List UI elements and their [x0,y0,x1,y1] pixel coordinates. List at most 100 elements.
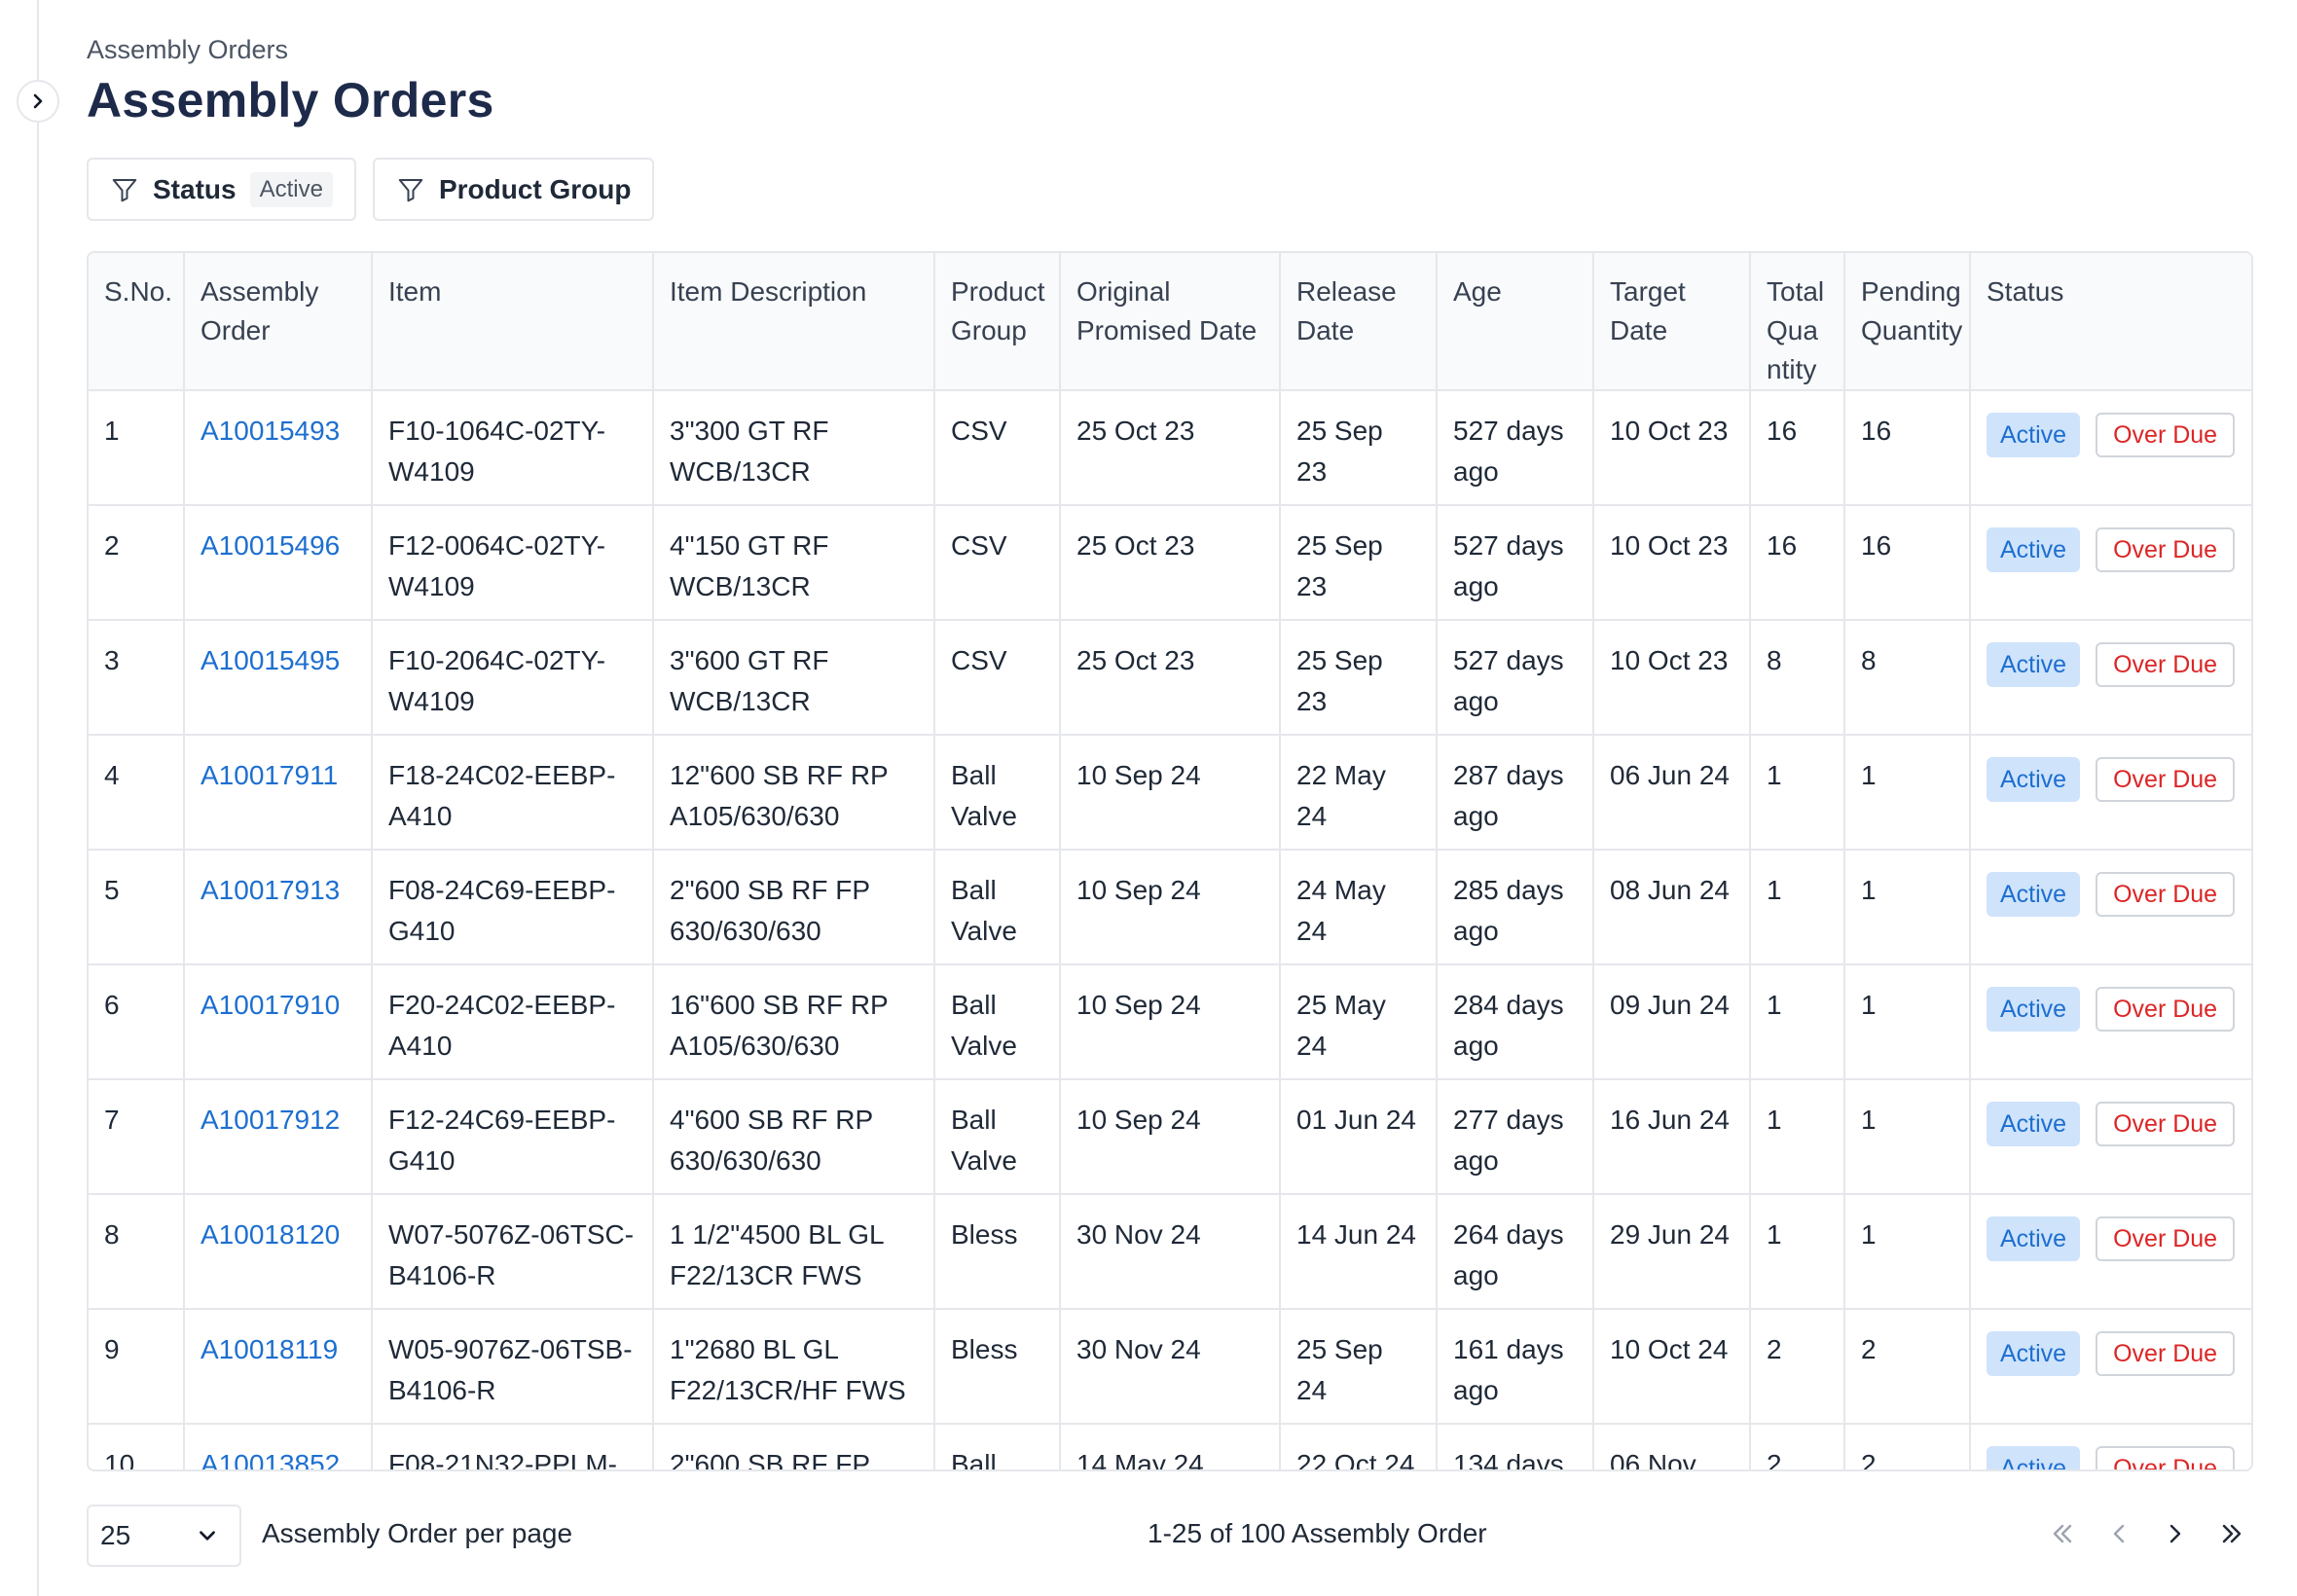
table-cell: 287 days ago [1437,735,1594,851]
age-cell: 285 days ago [1453,875,1564,946]
table-row[interactable]: 6 A10017910 F20-24C02-EEBP-A410 16"600 SB R… [89,964,2251,1080]
table-cell: 16 [1844,390,1971,506]
assembly-order-link[interactable]: A10017910 [201,990,341,1020]
table-cell: 06 Nov 24 [1593,1424,1751,1469]
column-header[interactable]: Assembly Order [184,253,373,391]
table-row[interactable]: 4 A10017911 F18-24C02-EEBP-A410 12"600 SB R… [89,735,2251,851]
table-cell: 12"600 SB RF RP A105/630/630 [653,735,935,851]
table-cell: 10 Oct 23 [1593,390,1751,506]
column-header[interactable]: Total Quantity [1750,253,1845,391]
table-cell: 16 [1750,390,1845,506]
age-cell: 264 days ago [1453,1219,1564,1290]
table-cell: 3"600 GT RF WCB/13CR [653,620,935,736]
original-promised-date-cell: 10 Sep 24 [1076,1105,1201,1135]
column-header[interactable]: Product Group [934,253,1061,391]
column-header[interactable]: Item Description [653,253,935,391]
table-row[interactable]: 2 A10015496 F12-0064C-02TY-W4109 4"150 GT R… [89,505,2251,621]
assembly-order-link[interactable]: A10015493 [201,416,341,446]
table-row[interactable]: 1 A10015493 F10-1064C-02TY-W4109 3"300 GT R… [89,390,2251,506]
column-header[interactable]: Item [372,253,654,391]
column-header[interactable]: Original Promised Date [1060,253,1281,391]
chevron-right-icon [33,93,43,109]
table-cell: Ball Valve [934,735,1061,851]
breadcrumb[interactable]: Assembly Orders [87,35,289,64]
status-cell: Active Over Due [1970,964,2251,1080]
table-row[interactable]: 5 A10017913 F08-24C69-EEBP-G410 2"600 SB RF… [89,850,2251,965]
target-date-cell: 09 Jun 24 [1610,990,1730,1020]
item-code-cell: F08-21N32-PPLM-W410 [388,1449,617,1471]
column-header[interactable]: S.No. [89,253,185,391]
assembly-order-link[interactable]: A10017913 [201,875,341,905]
table-row[interactable]: 9 A10018119 W05-9076Z-06TSB-B4106-R 1"2680 … [89,1309,2251,1425]
prev-page-button[interactable] [2097,1512,2140,1555]
assembly-order-link[interactable]: A10018120 [201,1219,341,1250]
item-code-cell: F18-24C02-EEBP-A410 [388,760,616,831]
target-date-cell: 10 Oct 23 [1610,416,1729,446]
table-cell: 16 Jun 24 [1593,1079,1751,1195]
table-row[interactable]: 8 A10018120 W07-5076Z-06TSC-B4106-R 1 1/2"4… [89,1194,2251,1310]
table-cell: 25 Oct 23 [1060,505,1281,621]
pending-quantity-cell: 2 [1861,1449,1877,1471]
next-page-button[interactable] [2154,1512,2197,1555]
table-row[interactable]: 3 A10015495 F10-2064C-02TY-W4109 3"600 GT R… [89,620,2251,736]
item-description-cell: 1 1/2"4500 BL GL F22/13CR FWS [670,1219,884,1290]
pending-quantity-cell: 16 [1861,416,1892,446]
column-header[interactable]: Age [1437,253,1594,391]
table-cell: 7 [89,1079,185,1195]
pending-quantity-cell: 16 [1861,530,1892,561]
assembly-orders-table[interactable]: S.No. Assembly Order Item Item Descripti… [87,251,2253,1471]
table-cell: CSV [934,390,1061,506]
table-cell: 30 Nov 24 [1060,1309,1281,1425]
release-date-cell: 24 May 24 [1296,875,1386,946]
table-cell: 527 days ago [1437,620,1594,736]
table-cell: 25 Sep 24 [1280,1309,1438,1425]
table-row[interactable]: 7 A10017912 F12-24C69-EEBP-G410 4"600 SB RF… [89,1079,2251,1195]
assembly-order-link[interactable]: A10013852 [201,1449,341,1471]
table-cell: 2 [1750,1424,1845,1469]
assembly-order-link[interactable]: A10015496 [201,530,341,561]
item-description-cell: 16"600 SB RF RP A105/630/630 [670,990,889,1061]
column-header[interactable]: Pending Quantity [1844,253,1971,391]
overdue-badge: Over Due [2096,1446,2236,1469]
table-cell: 2 [1844,1309,1971,1425]
table-row[interactable]: 10 A10013852 F08-21N32-PPLM-W410 2"600 SB R… [89,1424,2251,1471]
per-page-select[interactable]: 25 [87,1505,241,1567]
assembly-order-link[interactable]: A10017912 [201,1105,341,1135]
status-badges: Active Over Due [1987,1444,2236,1469]
table-cell: 3 [89,620,185,736]
table-cell: 10 Sep 24 [1060,735,1281,851]
sidebar-toggle-button[interactable] [17,80,59,123]
pending-quantity-cell: 1 [1861,875,1877,905]
item-description-cell: 2"600 SB RF FP 630/630/630 [670,875,870,946]
column-header[interactable]: Status [1970,253,2251,391]
target-date-cell: 08 Jun 24 [1610,875,1730,905]
column-header[interactable]: Target Date [1593,253,1751,391]
next-page-icon [2169,1524,2181,1543]
target-date-cell: 10 Oct 24 [1610,1334,1729,1364]
table-cell: F10-2064C-02TY-W4109 [372,620,654,736]
table-cell: 16 [1750,505,1845,621]
assembly-order-link[interactable]: A10017911 [201,760,339,790]
release-date-cell: 01 Jun 24 [1296,1105,1416,1135]
total-quantity-cell: 1 [1767,760,1782,790]
total-quantity-cell: 2 [1767,1334,1782,1364]
status-filter-button[interactable]: Status Active [87,158,356,221]
status-badges: Active Over Due [1987,411,2236,457]
first-page-button[interactable] [2041,1512,2084,1555]
item-code-cell: F10-1064C-02TY-W4109 [388,416,606,487]
status-badge: Active [1987,413,2081,457]
table-cell: A10017910 [184,964,373,1080]
release-date-cell: 25 Sep 23 [1296,416,1383,487]
item-code-cell: W05-9076Z-06TSB-B4106-R [388,1334,633,1405]
assembly-order-link[interactable]: A10015495 [201,645,341,675]
table-cell: Ball Valve [934,1079,1061,1195]
status-badges: Active Over Due [1987,1329,2236,1376]
table-body: 1 A10015493 F10-1064C-02TY-W4109 3"300 GT R… [89,390,2251,1471]
age-cell: 527 days ago [1453,416,1564,487]
assembly-order-link[interactable]: A10018119 [201,1334,339,1364]
item-code-cell: F20-24C02-EEBP-A410 [388,990,616,1061]
status-cell: Active Over Due [1970,1309,2251,1425]
column-header[interactable]: Release Date [1280,253,1438,391]
last-page-button[interactable] [2210,1512,2253,1555]
product-group-filter-button[interactable]: Product Group [372,158,655,221]
